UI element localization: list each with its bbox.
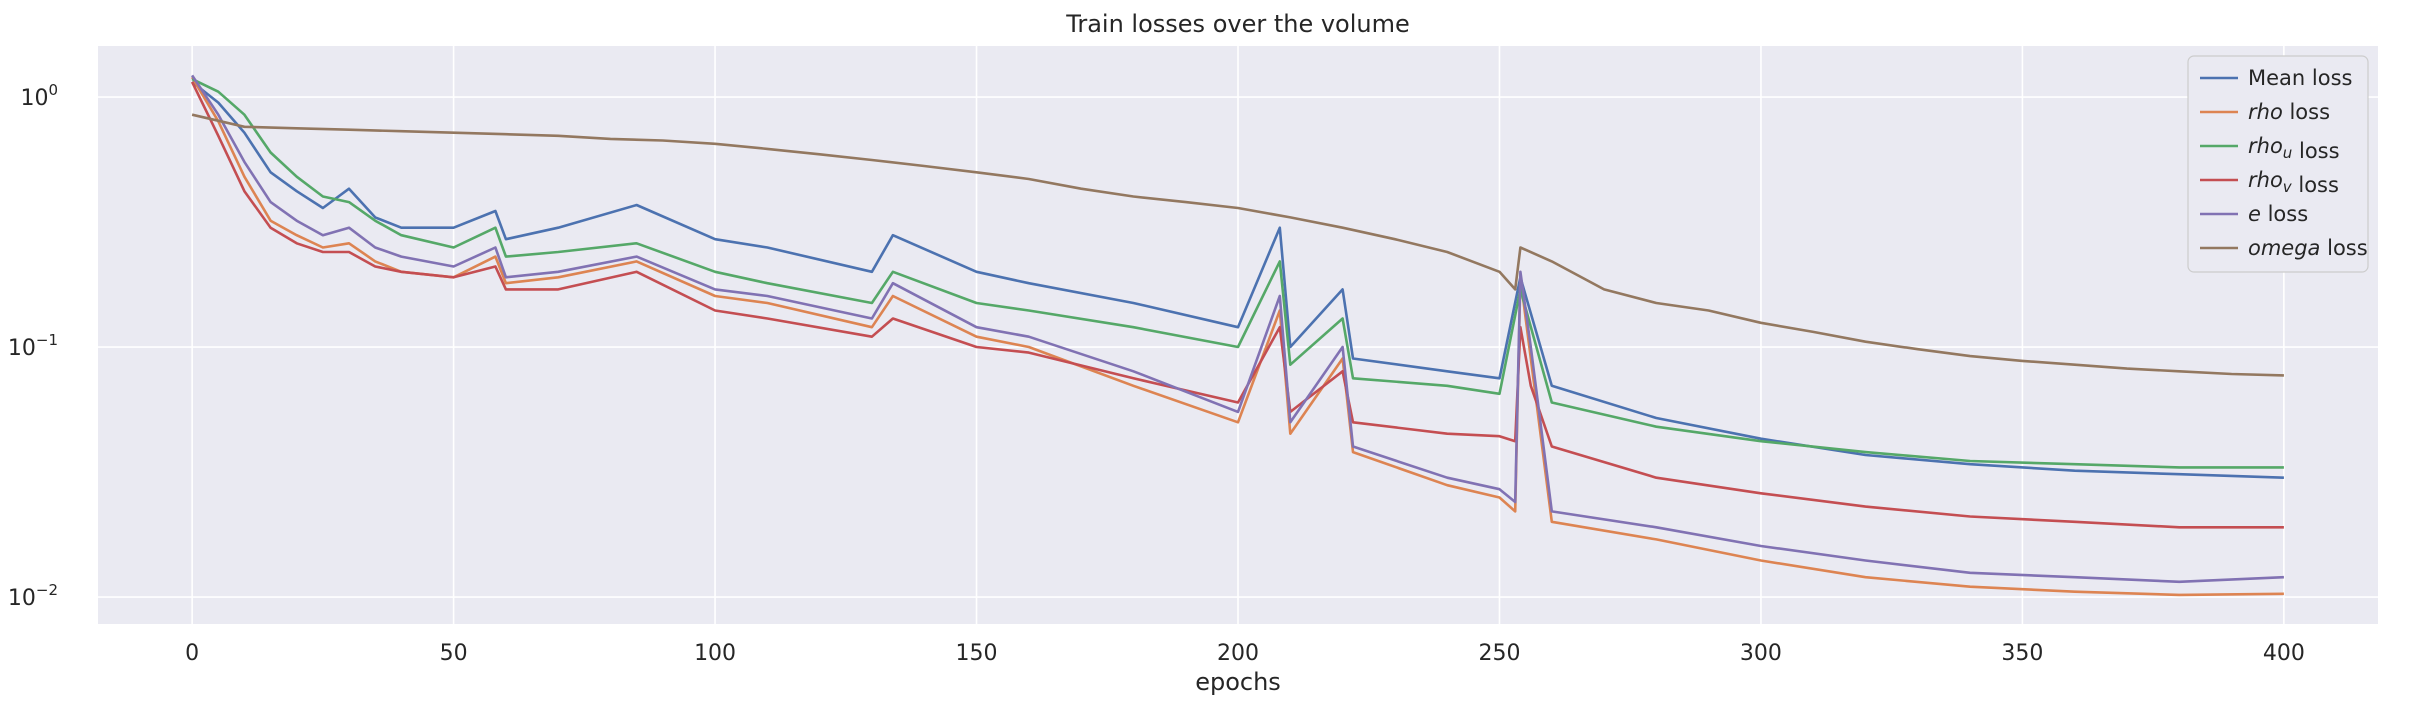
legend-entry: omega loss <box>2248 236 2368 260</box>
x-tick-label: 150 <box>956 641 998 666</box>
series-line <box>191 74 2284 584</box>
x-axis: 0 50 100 150 200 250 300 350 400 <box>185 641 2305 666</box>
series-line <box>190 76 2284 597</box>
legend-entry: rhov loss <box>2248 168 2339 197</box>
legend-box <box>2187 55 2369 273</box>
x-tick-label: 100 <box>694 641 736 666</box>
y-axis: 100 10−1 10−2 <box>8 81 58 611</box>
series-layer <box>190 74 2284 597</box>
x-tick-label: 400 <box>2263 641 2305 666</box>
legend-entry: rhou loss <box>2248 134 2340 163</box>
chart-title: Train losses over the volume <box>1065 10 1410 38</box>
series-line <box>191 113 2284 377</box>
legend-entry: e loss <box>2248 202 2308 226</box>
x-tick-label: 300 <box>1740 641 1782 666</box>
legend: Mean loss rho loss rhou loss rhov loss e los… <box>2187 55 2369 273</box>
series-line <box>190 81 2284 529</box>
series-line <box>191 80 2284 479</box>
x-tick-label: 0 <box>185 641 199 666</box>
legend-entry: Mean loss <box>2248 66 2352 90</box>
legend-entry: rho loss <box>2248 100 2330 124</box>
y-tick-label: 10−1 <box>8 331 58 361</box>
x-tick-label: 50 <box>440 641 468 666</box>
x-tick-label: 200 <box>1217 641 1259 666</box>
series-line <box>191 77 2284 469</box>
y-tick-label: 100 <box>20 81 58 111</box>
x-tick-label: 350 <box>2001 641 2043 666</box>
x-tick-label: 250 <box>1478 641 1520 666</box>
y-tick-label: 10−2 <box>8 581 58 611</box>
x-axis-label: epochs <box>1195 668 1281 696</box>
